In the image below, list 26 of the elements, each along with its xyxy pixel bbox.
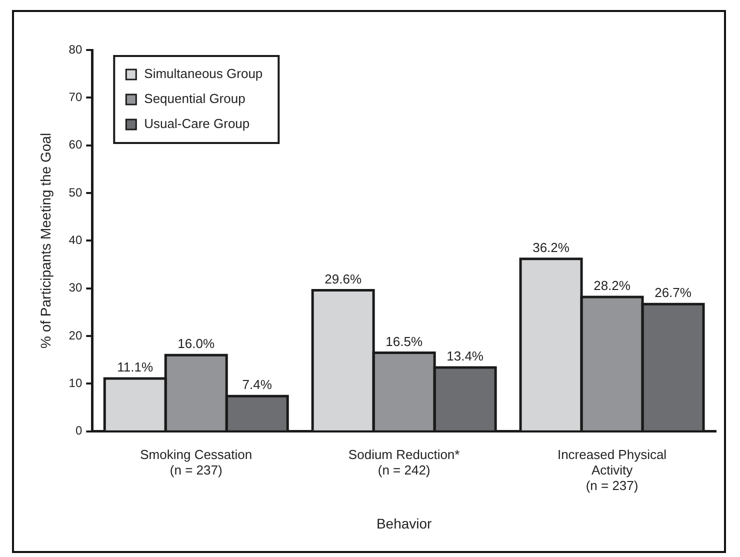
data-label: 16.0% [178,336,215,352]
y-tick-label: 30 [68,280,82,295]
y-tick-label: 40 [68,233,82,248]
data-label: 36.2% [532,240,570,255]
legend-label: Simultaneous Group [144,66,263,82]
data-label: 11.1% [117,360,154,375]
data-label: 13.4% [446,348,484,364]
y-tick-label: 20 [68,328,82,342]
data-label: 7.4% [242,377,272,392]
y-tick-label: 0 [75,424,82,438]
y-tick-label: 60 [68,138,82,152]
data-label: 29.6% [324,271,362,286]
data-label: 26.7% [654,285,692,300]
x-axis-title: Behavior [376,515,432,532]
x-tick-label: Increased Physical Activity (n = 237) [557,446,667,493]
y-tick-label: 10 [68,376,82,390]
x-tick-label: Smoking Cessation (n = 237) [140,446,252,478]
data-label: 28.2% [594,278,631,294]
legend-label: Sequential Group [144,91,246,106]
data-label: 16.5% [386,334,423,349]
x-tick-label: Sodium Reduction* (n = 242) [348,446,460,478]
y-axis-title: % of Participants Meeting the Goal [37,132,54,348]
y-tick-label: 50 [68,185,82,200]
y-tick-label: 70 [68,90,82,104]
legend-label: Usual-Care Group [144,116,250,132]
y-tick-label: 80 [68,42,82,56]
